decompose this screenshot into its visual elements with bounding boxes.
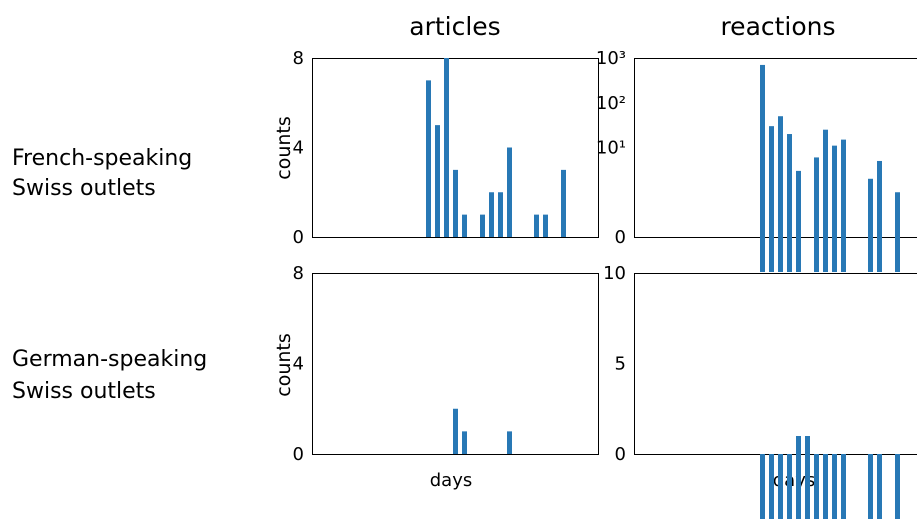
bar — [453, 408, 458, 454]
bar — [507, 147, 512, 237]
bar — [760, 454, 765, 519]
y-tick-label: 4 — [293, 138, 304, 159]
column-title-articles: articles — [409, 12, 500, 41]
plot-frame — [634, 273, 917, 455]
bar — [489, 192, 494, 237]
panel-french-articles: counts 0 4 8 — [273, 48, 599, 248]
panel-french-reactions: 0 10¹ 10² 10³ — [596, 48, 917, 273]
bar — [787, 454, 792, 519]
bar — [823, 129, 828, 272]
row-label-german-line2: Swiss outlets — [12, 379, 156, 404]
y-tick-label: 0 — [293, 444, 304, 465]
bar — [760, 64, 765, 273]
y-tick-label: 5 — [615, 354, 626, 375]
bar — [769, 126, 774, 272]
bar — [796, 170, 801, 272]
bar — [814, 454, 819, 519]
panel-german-reactions: days 0 5 10 — [603, 263, 917, 519]
bar — [453, 169, 458, 237]
bar — [444, 58, 449, 237]
bar — [877, 454, 882, 519]
bar — [895, 454, 900, 519]
bar — [507, 431, 512, 454]
x-axis-label: days — [430, 470, 473, 491]
bar — [796, 436, 801, 519]
y-tick-label: 10 — [603, 263, 626, 284]
row-label-german-line1: German-speaking — [12, 347, 207, 372]
bar — [778, 116, 783, 272]
bar — [814, 157, 819, 272]
bar — [561, 169, 566, 237]
bar — [462, 214, 467, 237]
bar — [868, 454, 873, 519]
bar — [841, 454, 846, 519]
row-label-french-line2: Swiss outlets — [12, 176, 156, 201]
bar — [778, 454, 783, 519]
bar — [877, 160, 882, 272]
bar — [841, 139, 846, 272]
x-axis-label: days — [773, 470, 816, 491]
column-title-reactions: reactions — [720, 12, 835, 41]
plot-frame — [634, 58, 917, 238]
y-axis-label: counts — [273, 333, 295, 397]
bar — [832, 145, 837, 272]
y-axis-label: counts — [273, 116, 295, 180]
bar — [462, 431, 467, 454]
bar — [787, 134, 792, 272]
bar — [435, 125, 440, 237]
bar — [805, 436, 810, 519]
y-tick-label: 10³ — [596, 48, 626, 69]
bar — [895, 192, 900, 272]
panel-german-articles: counts days 0 4 8 — [273, 263, 599, 491]
y-tick-label: 0 — [615, 227, 626, 248]
bar — [832, 454, 837, 519]
bar — [823, 454, 828, 519]
y-tick-label: 10¹ — [596, 138, 626, 159]
row-label-french-line1: French-speaking — [12, 146, 192, 171]
bar — [769, 454, 774, 519]
bar — [868, 178, 873, 272]
bar — [498, 192, 503, 237]
y-tick-label: 4 — [293, 354, 304, 375]
y-tick-label: 8 — [293, 48, 304, 69]
bar — [480, 214, 485, 237]
y-tick-label: 0 — [615, 444, 626, 465]
plot-frame — [312, 58, 599, 238]
plot-frame — [312, 273, 599, 455]
y-tick-label: 10² — [596, 93, 626, 114]
bar — [543, 214, 548, 237]
bar — [534, 214, 539, 237]
bar — [426, 80, 431, 237]
y-tick-label: 8 — [293, 263, 304, 284]
y-tick-label: 0 — [293, 227, 304, 248]
